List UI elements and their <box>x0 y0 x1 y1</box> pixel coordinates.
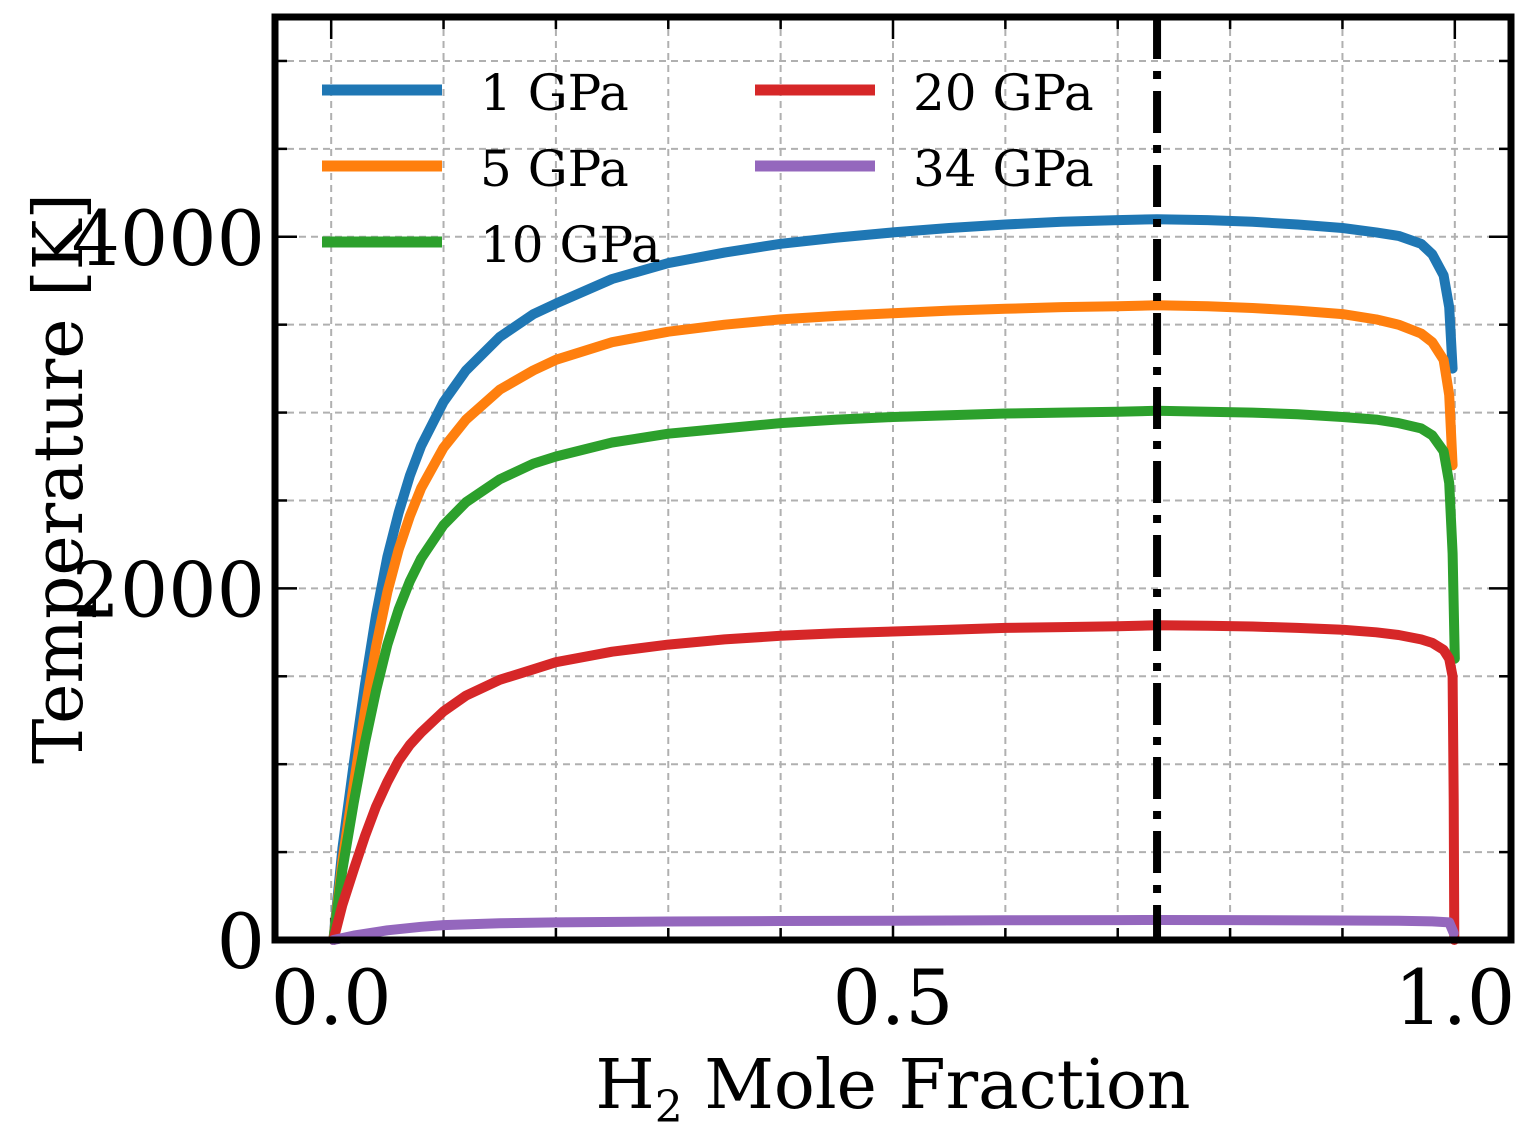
plot-frame <box>271 13 1515 944</box>
legend-label-4: 34 GPa <box>913 140 1094 198</box>
legend-label-3: 20 GPa <box>913 64 1094 122</box>
series-line-2 <box>328 405 1460 945</box>
legend-label-1: 5 GPa <box>480 140 629 198</box>
legend: 1 GPa 5 GPa 10 GPa 20 GPa 34 GPa <box>322 64 1094 274</box>
tick-labels: 0.0 0.5 1.0 0 2000 4000 <box>72 194 1516 1042</box>
series-line-1 <box>328 300 1458 945</box>
series-line-4 <box>328 915 1459 945</box>
x-axis-label-subscript: 2 <box>655 1082 683 1133</box>
y-tick-label-0: 0 <box>217 897 265 986</box>
x-axis-label-rest: Mole Fraction <box>683 1046 1191 1125</box>
x-axis-label: H2 Mole Fraction <box>595 1046 1190 1133</box>
x-tick-label-2: 1.0 <box>1394 953 1515 1042</box>
series-lines <box>328 214 1460 945</box>
series-line-3 <box>328 620 1460 945</box>
legend-label-2: 10 GPa <box>480 216 661 274</box>
y-axis-label: Temperature [K] <box>20 193 99 764</box>
legend-label-0: 1 GPa <box>480 64 629 122</box>
y-tick-label-2: 4000 <box>72 194 265 283</box>
x-tick-label-1: 0.5 <box>833 953 954 1042</box>
series-line-0 <box>328 214 1458 945</box>
x-axis-label-main: H <box>595 1046 654 1125</box>
y-tick-label-1: 2000 <box>72 545 265 634</box>
x-tick-label-0: 0.0 <box>271 953 392 1042</box>
